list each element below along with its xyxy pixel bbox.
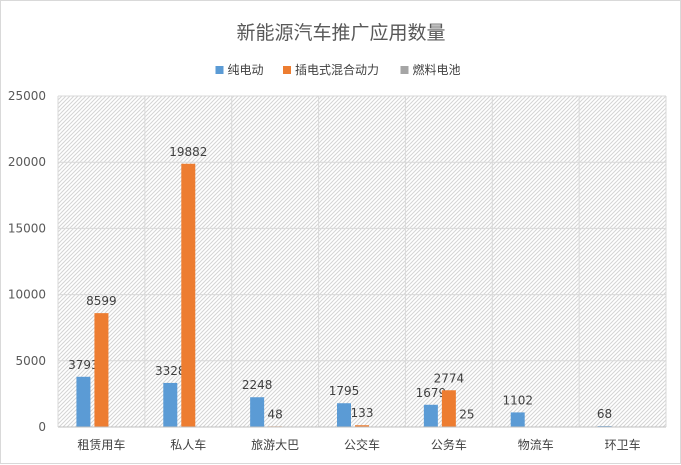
y-tick-label: 25000 [8, 89, 46, 103]
bar-2[interactable] [94, 313, 109, 427]
x-tick-label: 租赁用车 [77, 437, 125, 452]
bar-value-label: 1102 [502, 393, 533, 407]
legend-label: 燃料电池 [413, 62, 461, 77]
x-tick-label: 旅游大巴 [251, 438, 299, 452]
bar-1[interactable] [163, 382, 178, 427]
bar-value-label: 2248 [242, 378, 273, 392]
bar-value-label: 1795 [329, 384, 360, 398]
chart-title: 新能源汽车推广应用数量 [236, 22, 445, 44]
legend-label: 插电式混合动力 [295, 62, 379, 77]
bar-1[interactable] [337, 403, 351, 427]
legend-label: 纯电动 [228, 63, 264, 77]
y-tick-label: 5000 [15, 354, 46, 368]
bar-value-label: 2774 [434, 371, 465, 385]
bar-value-label: 8599 [86, 294, 117, 308]
x-tick-label: 环卫车 [605, 437, 641, 452]
bar-value-label: 19882 [169, 145, 207, 159]
bar-1[interactable] [250, 397, 265, 427]
bar-value-label: 3328 [155, 364, 186, 378]
bar-2[interactable] [441, 390, 456, 427]
y-tick-label: 10000 [8, 288, 46, 302]
bar-value-label: 3793 [68, 358, 99, 372]
legend-swatch [215, 66, 224, 74]
x-tick-label: 公务车 [431, 437, 467, 452]
bar-1[interactable] [510, 412, 525, 427]
legend-swatch [283, 66, 291, 74]
bar-value-label: 48 [268, 407, 283, 421]
y-tick-label: 0 [38, 420, 46, 434]
y-tick-label: 15000 [8, 221, 46, 235]
bar-value-label: 25 [459, 408, 474, 422]
x-tick-label: 公交车 [344, 437, 380, 452]
bar-value-label: 1679 [416, 386, 447, 400]
x-tick-label: 私人车 [170, 437, 206, 452]
bar-1[interactable] [76, 376, 91, 427]
legend-swatch [400, 66, 409, 74]
bar-value-label: 133 [351, 406, 374, 420]
y-tick-label: 20000 [8, 155, 46, 169]
x-tick-label: 物流车 [518, 437, 554, 452]
bar-2[interactable] [181, 163, 196, 427]
bar-1[interactable] [423, 404, 438, 427]
bar-2[interactable] [355, 425, 369, 427]
bar-value-label: 68 [597, 407, 612, 421]
plot-area [58, 96, 666, 427]
